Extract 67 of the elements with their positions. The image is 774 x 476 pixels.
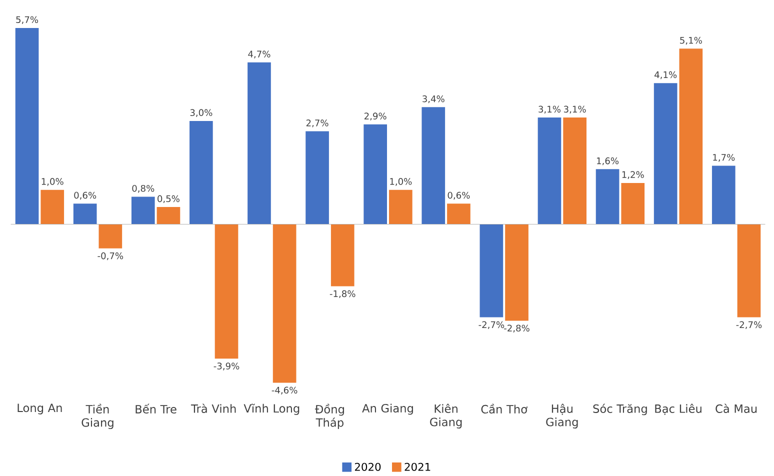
data-label: 0,6% [448, 192, 470, 200]
data-label: -1,8% [330, 290, 356, 298]
bar [654, 83, 678, 224]
x-tick-label: Bạc Liêu [655, 404, 702, 415]
bar [422, 107, 446, 224]
legend-label: 2021 [404, 462, 430, 471]
bar [306, 131, 329, 224]
data-label: 5,1% [680, 36, 702, 45]
bar [364, 124, 388, 224]
bar [712, 166, 736, 224]
data-label: 0,8% [132, 184, 154, 193]
data-label: 4,7% [248, 50, 270, 58]
data-label: 3,1% [538, 106, 561, 114]
bar [73, 204, 97, 224]
bar [214, 224, 238, 359]
bar [248, 62, 271, 224]
data-label: 1,6% [597, 157, 619, 166]
data-label: 3,1% [564, 106, 586, 114]
data-label: -2,7% [736, 321, 762, 330]
bar [389, 190, 412, 224]
bar [272, 224, 296, 383]
bar [15, 28, 39, 224]
x-tick-label: Kiên Giang [430, 404, 462, 428]
bar [621, 182, 645, 224]
bar [190, 120, 213, 224]
data-label: 1,0% [42, 178, 64, 186]
data-label: 1,0% [390, 178, 412, 186]
data-label: -4,6% [272, 386, 298, 394]
bar [480, 224, 504, 318]
bar [131, 196, 155, 224]
bar [330, 224, 354, 286]
data-label: -0,7% [98, 252, 124, 260]
x-tick-label: Hậu Giang [546, 404, 578, 428]
x-tick-label: Bến Tre [136, 404, 176, 414]
bar [737, 224, 761, 318]
data-label: 3,4% [422, 95, 444, 104]
data-label: -2,7% [478, 321, 504, 330]
data-label: 3,0% [190, 109, 212, 117]
data-label: 1,2% [622, 171, 644, 179]
bar [447, 204, 470, 224]
x-tick-label: Vĩnh Long [244, 404, 300, 415]
x-tick-label: Tiền Giang [82, 404, 114, 430]
data-label: 0,6% [74, 192, 96, 200]
bar [563, 118, 586, 224]
x-tick-label: Trà Vinh [190, 404, 236, 413]
bar [538, 118, 562, 224]
bar [156, 207, 180, 224]
bar [98, 224, 122, 248]
data-label: 4,1% [654, 71, 677, 80]
data-label: -3,9% [214, 362, 240, 370]
x-tick-label: An Giang [362, 404, 413, 415]
bar [505, 224, 528, 321]
data-label: 1,7% [713, 154, 735, 162]
x-tick-label: Cà Mau [716, 404, 757, 413]
data-label: 2,9% [364, 112, 386, 120]
data-label: -2,8% [504, 324, 530, 332]
x-tick-label: Long An [18, 404, 62, 414]
data-label: 2,7% [306, 120, 328, 128]
data-label: 5,7% [16, 16, 38, 24]
legend-label: 2020 [354, 462, 381, 471]
x-tick-label: Sóc Trăng [593, 404, 647, 416]
bar [679, 48, 703, 224]
x-tick-label: Cần Thơ [481, 404, 528, 414]
bar [596, 169, 620, 224]
x-tick-label: Đồng Tháp [314, 404, 344, 430]
data-label: 0,5% [158, 195, 180, 204]
bar [40, 190, 64, 224]
